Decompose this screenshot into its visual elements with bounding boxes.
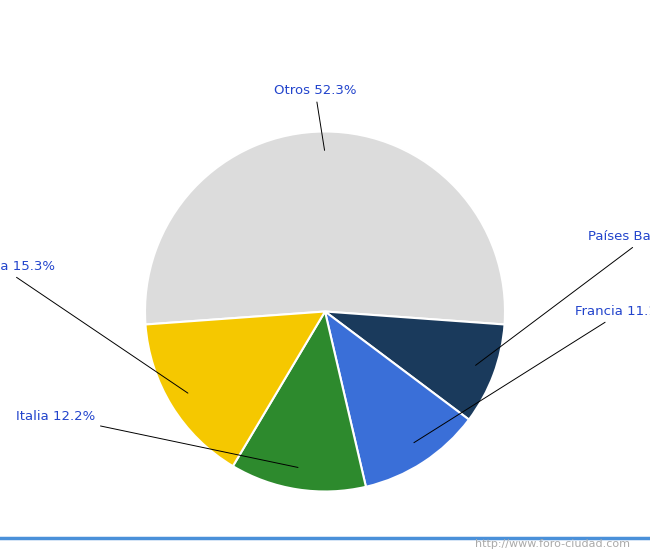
Wedge shape	[146, 311, 325, 466]
Wedge shape	[145, 131, 505, 324]
Wedge shape	[233, 311, 366, 492]
Wedge shape	[325, 311, 504, 420]
Text: Países Bajos 9.1%: Países Bajos 9.1%	[476, 230, 650, 365]
Text: Baños de Montemayor - Turistas extranjeros según país - Octubre de 2024: Baños de Montemayor - Turistas extranjer…	[16, 14, 634, 32]
Text: Alemania 15.3%: Alemania 15.3%	[0, 260, 188, 393]
Text: http://www.foro-ciudad.com: http://www.foro-ciudad.com	[476, 538, 630, 549]
Text: Francia 11.1%: Francia 11.1%	[414, 305, 650, 443]
Text: Italia 12.2%: Italia 12.2%	[16, 410, 298, 468]
Wedge shape	[325, 311, 469, 487]
Text: Otros 52.3%: Otros 52.3%	[274, 84, 356, 150]
